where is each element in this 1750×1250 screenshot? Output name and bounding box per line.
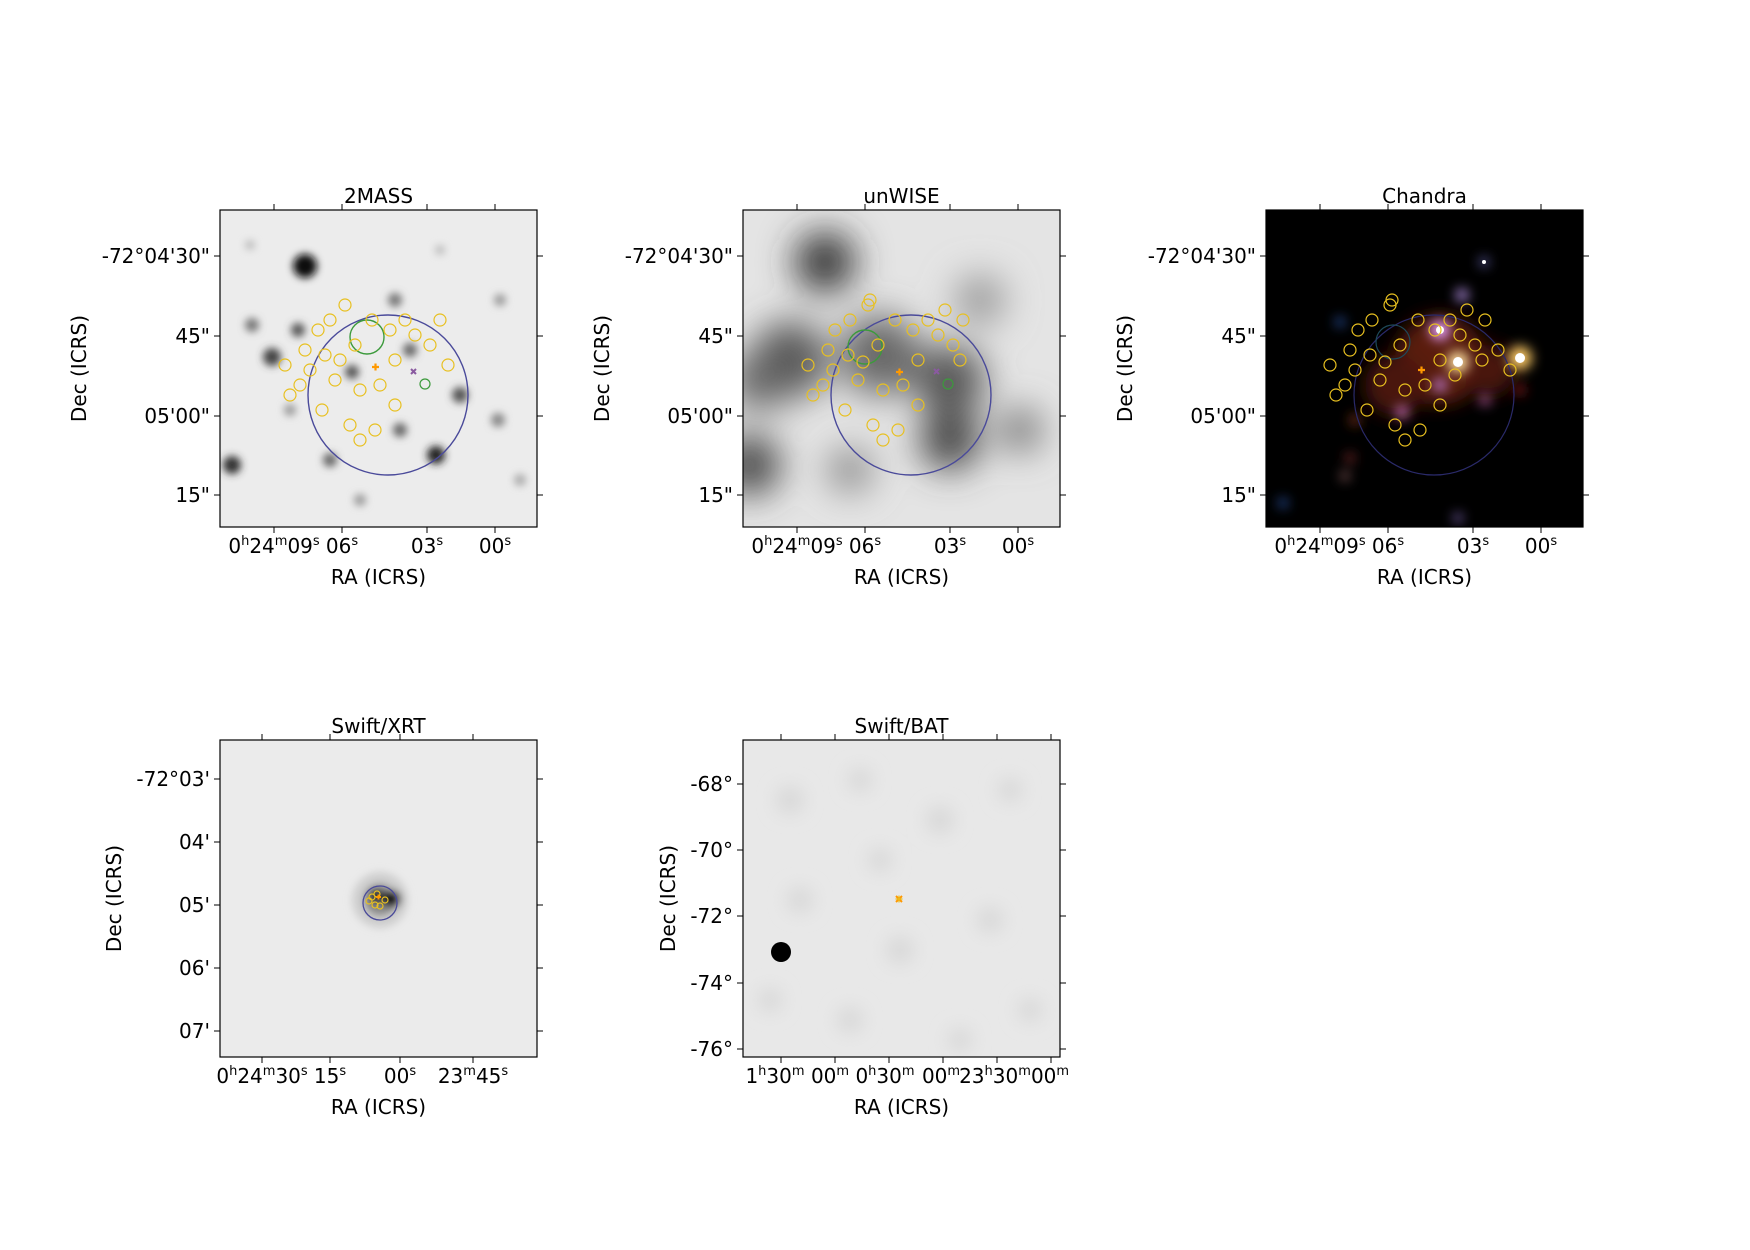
x-tick-label: 03s [411,534,443,558]
axes-frame [1265,209,1584,528]
panel-chandra: Chandra [1113,184,1589,589]
x-tick-label: 06s [849,534,881,558]
axes-frame [219,209,538,528]
x-tick-label: 00s [1002,534,1034,558]
x-tick-label: 0h24m09s [1274,534,1366,558]
panel-title: unWISE [863,184,939,208]
y-tick-label: -72°04'30" [102,244,210,268]
y-tick-label: 05' [179,893,210,917]
x-tick-label: 0h24m09s [228,534,320,558]
x-axis-label: RA (ICRS) [854,565,949,589]
x-tick-label: 00s [1525,534,1557,558]
y-tick-label: 05'00" [144,404,210,428]
x-tick-label: 0h24m30s [216,1064,308,1088]
y-axis-label: Dec (ICRS) [102,845,126,952]
y-tick-label: 06' [179,956,210,980]
y-tick-label: -76° [690,1037,733,1061]
panel-2mass: 2MASS [67,184,543,589]
y-axis-label: Dec (ICRS) [67,315,91,422]
y-tick-label: -68° [690,772,733,796]
image-area [1266,210,1583,527]
y-tick-label: 04' [179,830,210,854]
x-tick-label: 1h30m [745,1064,804,1088]
y-tick-label: 15" [698,483,733,507]
x-tick-label: 15s [314,1064,346,1088]
y-tick-label: -72°04'30" [625,244,733,268]
panel-unwise: unWISE [590,184,1066,589]
panel-title: 2MASS [344,184,413,208]
x-tick-label: 00s [384,1064,416,1088]
panel-title: Swift/BAT [855,714,950,738]
y-tick-label: 45" [698,324,733,348]
axis-ticks [214,734,543,1063]
y-tick-label: 05'00" [667,404,733,428]
axes-frame [742,739,1061,1058]
y-tick-label: 07' [179,1019,210,1043]
x-axis-label: RA (ICRS) [1377,565,1472,589]
x-tick-label: 03s [934,534,966,558]
y-tick-label: -70° [690,838,733,862]
x-tick-label: 03s [1457,534,1489,558]
x-tick-label: 00s [479,534,511,558]
axis-ticks [737,204,1066,533]
axes-frame [219,739,538,1058]
x-tick-label: 0h30m [855,1064,914,1088]
image-area [220,740,537,1057]
x-axis-label: RA (ICRS) [331,565,426,589]
x-tick-label: 00m [811,1064,849,1088]
panel-swift-bat: Swift/BAT -68° -70° -72° -74° -76° 1h30m… [656,714,1069,1119]
x-tick-label: 23m45s [438,1064,509,1088]
panel-title: Swift/XRT [331,714,426,738]
y-axis-label: Dec (ICRS) [656,845,680,952]
x-axis-label: RA (ICRS) [331,1095,426,1119]
axes-frame [742,209,1061,528]
panel-title: Chandra [1382,184,1467,208]
y-tick-label: 15" [175,483,210,507]
y-axis-label: Dec (ICRS) [590,315,614,422]
x-axis-label: RA (ICRS) [854,1095,949,1119]
y-tick-label: -72°04'30" [1148,244,1256,268]
y-tick-label: -72° [690,904,733,928]
x-tick-label: 00m [922,1064,960,1088]
image-area [743,740,1060,1057]
y-tick-label: 45" [1221,324,1256,348]
x-tick-label: 06s [326,534,358,558]
x-tick-label: 06s [1372,534,1404,558]
y-tick-label: 15" [1221,483,1256,507]
y-tick-label: 05'00" [1190,404,1256,428]
axis-ticks [214,204,543,533]
axis-ticks [737,734,1066,1063]
x-tick-label: 23h30m [959,1064,1031,1088]
image-area [743,210,1060,527]
y-tick-label: 45" [175,324,210,348]
y-tick-label: -74° [690,971,733,995]
x-tick-label: 0h24m09s [751,534,843,558]
axis-ticks [1260,204,1589,533]
image-area [220,210,537,527]
x-tick-label: 00m [1031,1064,1069,1088]
y-axis-label: Dec (ICRS) [1113,315,1137,422]
y-tick-label: -72°03' [136,767,210,791]
panel-swift-xrt: Swift/XRT -72°03' 04' 05' 06' 07' [102,714,543,1119]
